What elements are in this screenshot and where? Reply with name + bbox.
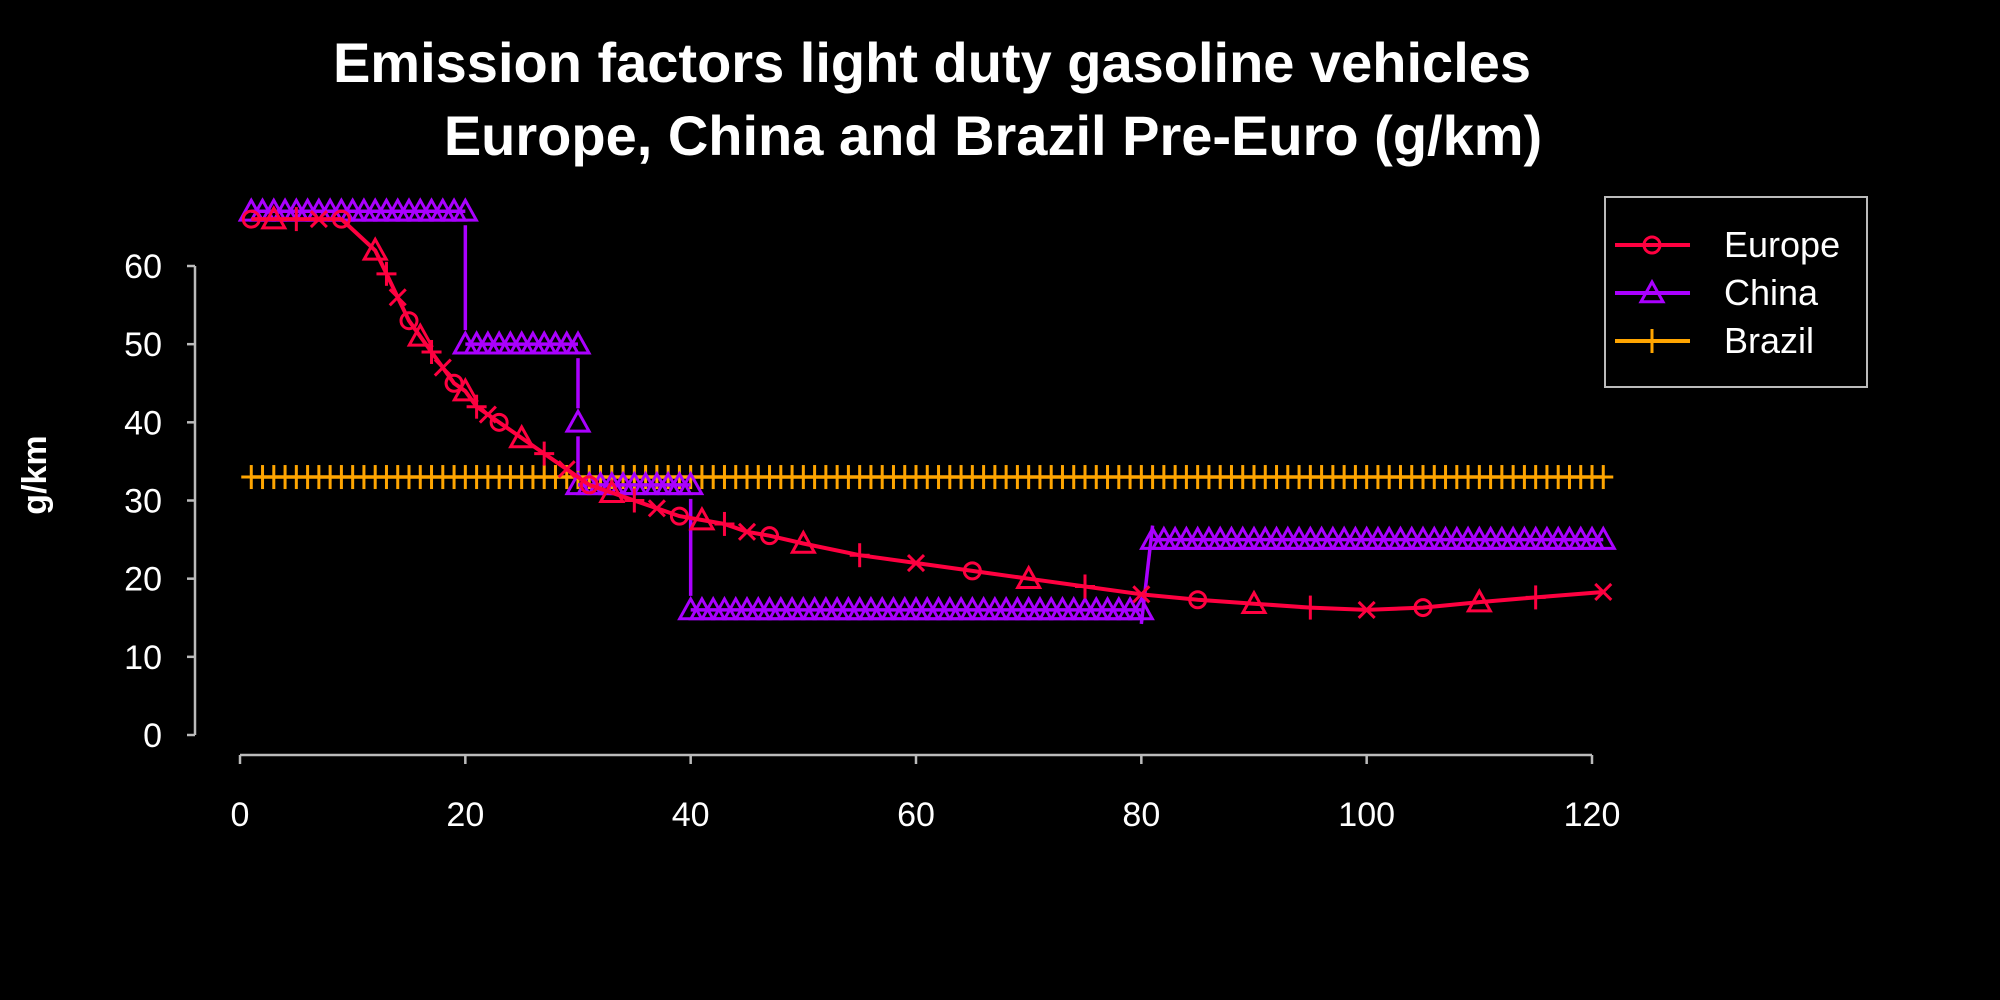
y-tick-label: 0 bbox=[143, 717, 162, 755]
x-tick-label: 60 bbox=[897, 796, 935, 834]
europe-point bbox=[579, 475, 599, 495]
europe-point bbox=[451, 376, 479, 402]
europe-point bbox=[1357, 600, 1376, 619]
europe-point bbox=[647, 499, 666, 518]
europe-point-b bbox=[478, 405, 497, 424]
legend-label: Europe bbox=[1724, 224, 1840, 265]
europe-point bbox=[849, 543, 870, 568]
x-tick-label: 100 bbox=[1338, 796, 1395, 834]
europe-point bbox=[714, 511, 735, 536]
europe-point-b bbox=[433, 358, 452, 377]
europe-point bbox=[286, 207, 307, 232]
europe-point bbox=[1188, 590, 1208, 610]
chart-title-line-1: Emission factors light duty gasoline veh… bbox=[333, 31, 1531, 94]
europe-point bbox=[1075, 574, 1095, 599]
brazil-point bbox=[1593, 465, 1614, 490]
legend-marker bbox=[1638, 278, 1666, 304]
europe-point bbox=[508, 423, 536, 449]
legend-item-brazil: Brazil bbox=[1615, 320, 1814, 361]
legend-label: Brazil bbox=[1724, 320, 1814, 361]
europe-point bbox=[1300, 595, 1321, 620]
europe-point bbox=[241, 209, 261, 229]
europe-point bbox=[534, 441, 555, 466]
x-tick-label: 80 bbox=[1122, 796, 1160, 834]
europe-point bbox=[1132, 585, 1151, 604]
europe-point bbox=[1525, 585, 1546, 610]
europe-point-b bbox=[737, 522, 757, 541]
europe-point bbox=[433, 358, 452, 377]
y-tick-label: 10 bbox=[124, 639, 162, 677]
europe-point bbox=[624, 488, 645, 513]
europe-point bbox=[309, 210, 328, 229]
europe-point bbox=[399, 311, 419, 331]
china-step-connector bbox=[1139, 525, 1155, 625]
series-brazil bbox=[241, 465, 1614, 490]
x-tick-label: 120 bbox=[1564, 796, 1621, 834]
china-point bbox=[677, 470, 705, 496]
europe-point bbox=[1594, 582, 1613, 602]
europe-point-b bbox=[388, 288, 407, 307]
legend-marker bbox=[1642, 235, 1662, 255]
europe-point bbox=[688, 505, 716, 531]
europe-point-b bbox=[557, 460, 576, 479]
europe-point bbox=[906, 553, 926, 573]
europe-point bbox=[557, 460, 576, 479]
europe-point bbox=[406, 322, 434, 347]
europe-point bbox=[260, 205, 288, 230]
x-tick-label: 0 bbox=[231, 796, 250, 834]
europe-point bbox=[737, 522, 757, 541]
series-layer bbox=[237, 197, 1617, 625]
europe-point bbox=[478, 405, 497, 424]
europe-point-b bbox=[647, 499, 666, 518]
europe-point bbox=[421, 339, 442, 364]
europe-point bbox=[388, 288, 407, 307]
y-tick-label: 20 bbox=[124, 561, 162, 599]
chart-title-line-2: Europe, China and Brazil Pre-Euro (g/km) bbox=[444, 104, 1542, 167]
europe-point bbox=[331, 209, 351, 229]
europe-point bbox=[1240, 589, 1268, 614]
x-tick-label: 20 bbox=[446, 796, 484, 834]
y-axis-label: g/km bbox=[16, 435, 54, 514]
europe-point bbox=[962, 561, 982, 581]
europe-point bbox=[376, 261, 397, 286]
europe-point bbox=[489, 412, 509, 432]
legend-item-china: China bbox=[1615, 272, 1819, 313]
europe-point bbox=[1465, 588, 1493, 613]
series-china bbox=[237, 197, 1617, 625]
china-point bbox=[564, 408, 592, 433]
legend-item-europe: Europe bbox=[1615, 224, 1840, 265]
legend-marker bbox=[1642, 329, 1662, 353]
axes: 0 10 20 30 40 50 60 0 20 40 60 80 100 120 bbox=[124, 248, 1620, 834]
y-tick-label: 60 bbox=[124, 248, 162, 286]
europe-point bbox=[789, 529, 817, 554]
china-point bbox=[564, 330, 592, 355]
europe-point bbox=[669, 506, 689, 526]
series-europe-line bbox=[251, 217, 1604, 612]
europe-point-b bbox=[1132, 585, 1151, 604]
legend: Europe China Brazil bbox=[1604, 196, 1868, 388]
europe-point bbox=[760, 526, 780, 546]
europe-point-b bbox=[1357, 600, 1376, 619]
europe-point-b bbox=[309, 210, 328, 229]
series-europe bbox=[241, 205, 1613, 620]
x-tick-label: 40 bbox=[672, 796, 710, 834]
china-point bbox=[1589, 525, 1617, 550]
china-point bbox=[451, 197, 479, 222]
europe-point-b bbox=[1594, 582, 1613, 602]
y-tick-label: 50 bbox=[124, 326, 162, 364]
europe-point bbox=[361, 236, 389, 261]
y-tick-label: 30 bbox=[124, 483, 162, 521]
y-tick-label: 40 bbox=[124, 404, 162, 442]
europe-point bbox=[1015, 564, 1043, 589]
legend-label: China bbox=[1724, 272, 1819, 313]
europe-point-b bbox=[906, 553, 926, 573]
europe-point bbox=[1413, 598, 1433, 618]
europe-point bbox=[598, 478, 626, 503]
europe-point bbox=[466, 394, 487, 419]
